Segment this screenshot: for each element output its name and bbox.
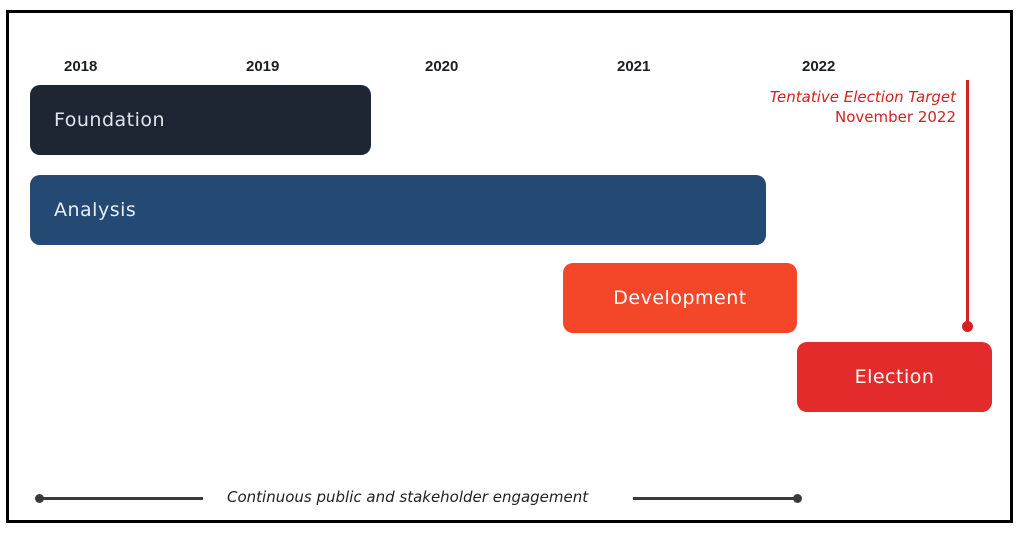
phase-foundation-label: Foundation [54,109,166,131]
phase-development-label: Development [613,287,747,309]
engagement-label: Continuous public and stakeholder engage… [227,488,589,506]
engagement-start-dot [35,494,44,503]
year-label-2022: 2022 [802,58,836,75]
election-target-note: Tentative Election Target November 2022 [770,87,956,127]
election-target-title: Tentative Election Target [769,88,956,106]
engagement-line-left [40,497,203,500]
engagement-end-dot [793,494,802,503]
phase-analysis: Analysis [30,175,766,245]
election-target-marker-line [966,80,969,326]
phase-election-label: Election [854,366,935,388]
phase-development: Development [563,263,797,333]
year-label-2021: 2021 [617,58,651,75]
election-target-date: November 2022 [835,108,956,126]
year-label-2018: 2018 [64,58,98,75]
year-label-2020: 2020 [425,58,459,75]
election-target-marker-dot [962,321,973,332]
phase-foundation: Foundation [30,85,371,155]
engagement-line-right [633,497,796,500]
phase-election: Election [797,342,992,412]
year-label-2019: 2019 [246,58,280,75]
phase-analysis-label: Analysis [54,199,137,221]
